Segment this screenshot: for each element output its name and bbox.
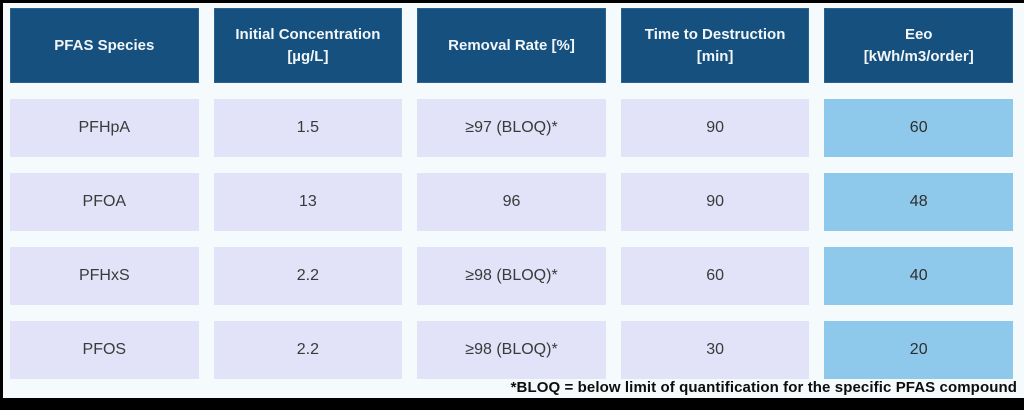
table-cell-eeo: 48	[824, 173, 1013, 231]
table-cell-eeo: 60	[824, 99, 1013, 157]
table-cell: ≥98 (BLOQ)*	[417, 247, 606, 305]
pfas-results-table: PFAS Species Initial Concentration [µg/L…	[3, 3, 1024, 379]
table-cell: 13	[213, 173, 403, 231]
header-pfas-species: PFAS Species	[10, 8, 199, 83]
header-initial-concentration: Initial Concentration [µg/L]	[213, 8, 403, 83]
table-cell: 96	[417, 173, 606, 231]
table-canvas: PFAS Species Initial Concentration [µg/L…	[3, 3, 1024, 398]
table-cell: 30	[620, 321, 810, 379]
table-cell: PFOS	[10, 321, 199, 379]
table-cell-eeo: 20	[824, 321, 1013, 379]
bloq-footnote: *BLOQ = below limit of quantification fo…	[510, 379, 1017, 396]
header-eeo: Eeo [kWh/m3/order]	[824, 8, 1013, 83]
table-cell: 2.2	[213, 247, 403, 305]
table-cell: ≥97 (BLOQ)*	[417, 99, 606, 157]
header-time-to-destruction: Time to Destruction [min]	[620, 8, 810, 83]
table-cell: PFHpA	[10, 99, 199, 157]
table-cell-eeo: 40	[824, 247, 1013, 305]
table-cell: 60	[620, 247, 810, 305]
table-cell: 90	[620, 173, 810, 231]
table-cell: 2.2	[213, 321, 403, 379]
table-cell: ≥98 (BLOQ)*	[417, 321, 606, 379]
table-cell: PFHxS	[10, 247, 199, 305]
header-removal-rate: Removal Rate [%]	[417, 8, 606, 83]
table-cell: PFOA	[10, 173, 199, 231]
table-cell: 90	[620, 99, 810, 157]
table-cell: 1.5	[213, 99, 403, 157]
